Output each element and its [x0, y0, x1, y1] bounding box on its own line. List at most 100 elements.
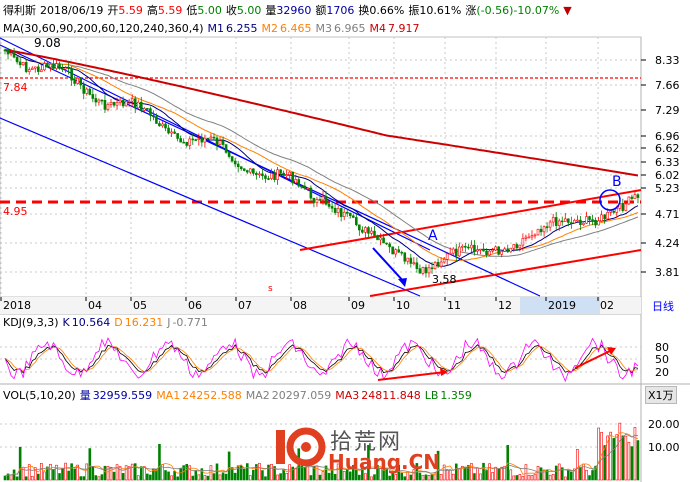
vol-lb-value: 1.359: [440, 389, 472, 402]
candle-body: [33, 66, 37, 69]
vol-v-label: 量: [79, 389, 91, 402]
candle-body: [188, 138, 192, 146]
price-tick-label: 8.33: [655, 54, 680, 67]
candle-body: [473, 244, 476, 252]
vol-ma3-value: 24811.848: [361, 389, 421, 402]
volume-bar: [94, 475, 98, 481]
volume-bar: [527, 474, 531, 481]
small-s-marker: s: [268, 284, 273, 294]
m3-value: 6.965: [334, 22, 366, 35]
vol-unit-button[interactable]: X1万: [645, 386, 677, 404]
candle-body: [630, 196, 634, 199]
volume-bar: [551, 474, 555, 481]
kdj-tick-label: 50: [655, 353, 669, 366]
kdj-title[interactable]: KDJ(9,3,3): [3, 316, 59, 329]
candle-body: [64, 67, 67, 70]
volume-bar: [218, 474, 222, 481]
volume-bar: [49, 463, 52, 481]
candle-body: [533, 234, 537, 237]
candle-body: [539, 228, 543, 233]
vol-tick-label: 20.00: [648, 418, 680, 431]
vol-ma1-label: MA1: [156, 389, 181, 402]
candle-body: [457, 246, 461, 257]
candle-body: [133, 98, 137, 109]
candle-body: [203, 137, 207, 143]
point-a-label: A: [428, 228, 438, 244]
candle-body: [227, 152, 231, 157]
volume-bar: [636, 440, 640, 481]
candle-body: [430, 267, 434, 270]
candle-body: [342, 211, 346, 217]
candle-body: [209, 136, 213, 139]
volume-bar: [591, 470, 594, 481]
candle-body: [424, 267, 428, 274]
candle-body: [351, 215, 355, 218]
m4-value: 7.917: [388, 22, 420, 35]
volume-bar: [261, 470, 264, 481]
volume-bar: [79, 476, 83, 481]
volume-bar: [27, 464, 31, 481]
volume-bar: [482, 462, 485, 481]
candle-body: [15, 56, 19, 63]
candle-body: [115, 102, 119, 106]
volume-bar: [215, 463, 219, 481]
candle-body: [570, 222, 573, 224]
volume-bar: [361, 464, 364, 481]
candle-body: [233, 160, 237, 165]
candle-body: [143, 108, 146, 111]
volume-bar: [479, 473, 482, 481]
volume-bar: [200, 468, 204, 481]
volume-bar: [436, 450, 440, 481]
volume-bar: [15, 476, 19, 481]
kdj-d-curve: [4, 345, 639, 373]
candle-body: [433, 262, 437, 269]
candle-body: [300, 185, 304, 188]
volume-bar: [563, 476, 567, 481]
candle-body: [91, 94, 95, 99]
open-value: 5.59: [118, 4, 143, 17]
volume-bar: [615, 434, 619, 481]
watermark-domain-text: Huang.CN: [328, 450, 441, 474]
volume-bar: [242, 468, 246, 481]
candle-body: [282, 172, 285, 176]
candle-body: [276, 169, 279, 180]
candle-body: [494, 246, 497, 251]
volume-bar: [588, 475, 591, 481]
chevron-down-icon[interactable]: ▼: [563, 4, 572, 17]
vol-ma1-curve: [4, 432, 639, 477]
candle-body: [497, 246, 500, 255]
vol-label: 量: [265, 4, 277, 17]
candle-body: [221, 140, 225, 145]
candle-body: [3, 49, 7, 52]
volume-bar: [3, 475, 7, 481]
candle-body: [197, 138, 201, 140]
candle-body: [403, 252, 407, 262]
candle-body: [224, 144, 228, 153]
period-button[interactable]: 日线: [652, 300, 674, 313]
candle-body: [12, 52, 16, 58]
volume-bar: [70, 463, 73, 481]
volume-bar: [494, 466, 497, 481]
candle-body: [327, 203, 331, 207]
volume-bar: [388, 475, 391, 481]
volume-bar: [576, 449, 579, 481]
kdj-legend: KDJ(9,3,3) K 10.564 D 16.231 J -0.771: [3, 316, 212, 329]
volume-bar: [554, 465, 558, 481]
candle-body: [27, 69, 31, 72]
candle-body: [376, 235, 379, 241]
candle-body: [615, 208, 619, 213]
volume-bar: [288, 464, 291, 481]
volume-bar: [448, 469, 452, 481]
ma-title[interactable]: MA(30,60,90,200,60,120,240,360,4): [3, 22, 204, 35]
candle-body: [330, 206, 334, 209]
volume-bar: [291, 466, 295, 481]
kdj-arrow2-shaft: [574, 349, 613, 369]
vol-title[interactable]: VOL(5,10,20): [3, 389, 76, 402]
volume-bar: [400, 472, 404, 481]
volume-bar: [379, 468, 382, 481]
volume-bar: [485, 470, 488, 481]
kdj-j-value: -0.771: [172, 316, 208, 329]
vol-ma1-value: 24252.588: [182, 389, 242, 402]
volume-bar: [97, 476, 101, 481]
